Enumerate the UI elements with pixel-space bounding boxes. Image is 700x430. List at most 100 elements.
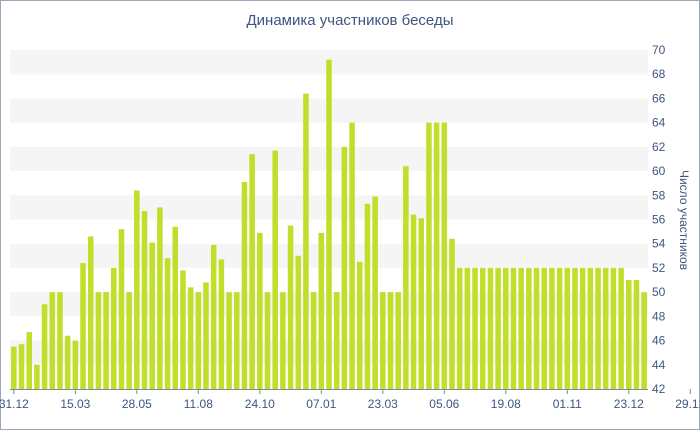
bar: [164, 258, 171, 389]
x-tick-label: 05.06: [429, 397, 459, 411]
x-tick-label: 07.01: [306, 397, 336, 411]
bar: [195, 292, 202, 389]
bar: [356, 261, 363, 389]
bar: [180, 270, 186, 389]
bar: [541, 267, 547, 389]
bar: [72, 340, 79, 389]
bar: [526, 267, 532, 389]
bar: [518, 267, 524, 389]
bar: [495, 267, 501, 389]
y-tick-label: 60: [652, 164, 666, 178]
y-tick-label: 50: [652, 285, 666, 299]
bar: [418, 218, 425, 389]
bar: [218, 259, 225, 389]
x-tick-label: 23.03: [368, 397, 398, 411]
bar: [395, 292, 401, 389]
bar: [18, 344, 25, 389]
bar: [249, 154, 255, 389]
bar: [34, 364, 40, 389]
bar: [433, 122, 440, 390]
bar: [579, 267, 586, 389]
bar: [57, 292, 63, 389]
y-tick-label: 64: [652, 116, 666, 130]
bar: [387, 292, 394, 389]
bar: [349, 122, 355, 390]
y-tick-label: 58: [652, 188, 666, 202]
bar: [364, 203, 371, 389]
bar: [326, 59, 332, 389]
bar: [134, 190, 140, 389]
x-tick-label: 29.12: [675, 397, 700, 411]
x-tick-label: 19.08: [491, 397, 521, 411]
bar: [280, 292, 286, 389]
x-tick-label: 01.11: [553, 397, 582, 411]
y-tick-label: 70: [652, 43, 666, 57]
y-tick-label: 56: [652, 213, 666, 227]
bar: [633, 280, 640, 389]
bar: [626, 280, 632, 389]
bar: [272, 150, 278, 389]
bar: [403, 166, 409, 389]
bar: [318, 232, 325, 389]
bar: [479, 267, 486, 389]
bar: [126, 292, 132, 389]
bar: [210, 244, 217, 389]
bar: [503, 267, 509, 389]
bar: [226, 292, 232, 389]
y-tick-label: 46: [652, 334, 666, 348]
x-tick-label: 15.03: [60, 397, 90, 411]
bar: [64, 335, 71, 389]
bar: [26, 332, 32, 389]
bar: [233, 292, 240, 389]
bar: [456, 267, 463, 389]
x-tick-label: 11.08: [184, 397, 213, 411]
bar: [257, 232, 263, 389]
y-tick-label: 66: [652, 91, 666, 105]
bar: [303, 93, 309, 389]
bar: [618, 267, 624, 389]
bar: [610, 267, 617, 389]
y-tick-label: 44: [652, 358, 666, 372]
bar: [118, 229, 125, 389]
x-tick-label: 24.10: [245, 397, 275, 411]
bar: [111, 267, 117, 389]
bar: [549, 267, 555, 389]
bar: [103, 292, 109, 389]
x-tick-label: 28.05: [122, 397, 152, 411]
bar: [464, 267, 471, 389]
bar: [157, 207, 163, 389]
y-tick-label: 62: [652, 140, 666, 154]
bar: [572, 267, 578, 389]
x-tick-label: 31.12: [0, 397, 29, 411]
y-tick-label: 52: [652, 261, 666, 275]
bar: [264, 292, 271, 389]
bar: [564, 267, 571, 389]
bar: [641, 292, 647, 389]
bar: [203, 282, 209, 389]
bar: [510, 267, 517, 389]
y-tick-label: 42: [652, 382, 666, 396]
bar: [587, 267, 594, 389]
bar: [341, 146, 348, 389]
bar: [310, 292, 317, 389]
bar: [449, 238, 455, 389]
bar: [333, 292, 340, 389]
bar: [49, 292, 56, 389]
bar: [441, 122, 448, 390]
bar: [533, 267, 540, 389]
bar: [556, 267, 563, 389]
bar: [149, 242, 155, 389]
bar: [595, 267, 601, 389]
bar: [372, 196, 378, 389]
bar: [95, 292, 102, 389]
bar: [487, 267, 494, 389]
bar: [41, 304, 48, 389]
bar: [410, 214, 417, 389]
bar: [602, 267, 609, 389]
y-tick-label: 48: [652, 309, 666, 323]
bar: [426, 122, 432, 390]
bar: [187, 287, 194, 389]
bar: [380, 292, 386, 389]
y-tick-label: 54: [652, 237, 666, 251]
